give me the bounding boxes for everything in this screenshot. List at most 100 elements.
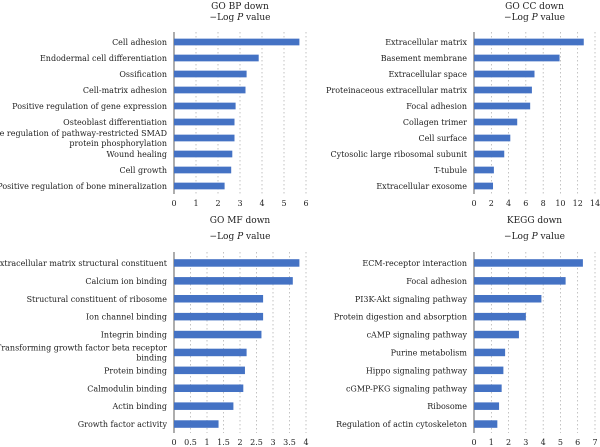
bar-4 — [474, 312, 526, 321]
category-label: Ossification — [119, 70, 167, 79]
category-label: Structural constituent of ribosome — [27, 295, 168, 304]
x-axis-title: −Log P value — [210, 232, 271, 242]
category-label-line: Ion channel binding — [86, 313, 167, 322]
category-label: cGMP-PKG signaling pathway — [346, 384, 468, 393]
category-label-line: Structural constituent of ribosome — [27, 295, 168, 304]
bar-7 — [474, 134, 511, 142]
x-tick-label: 3 — [237, 199, 242, 208]
category-label-line: Calcium ion binding — [85, 277, 167, 286]
bar-9 — [474, 166, 494, 174]
bar-7 — [474, 366, 504, 375]
category-label: Extracellular exosome — [376, 182, 467, 191]
x-tick-label: 0 — [471, 438, 476, 447]
category-label: Growth factor activity — [78, 420, 168, 429]
category-label: cAMP signaling pathway — [367, 331, 468, 340]
x-tick-label: 8 — [541, 199, 546, 208]
bar-6 — [174, 118, 235, 126]
x-tick-label: 2 — [237, 438, 242, 447]
bar-5 — [474, 102, 531, 110]
x-axis-title-part: value — [243, 13, 270, 23]
category-label-line: Positive regulation of bone mineralizati… — [0, 182, 167, 191]
category-label-line: Positive regulation of pathway-restricte… — [0, 129, 167, 138]
x-axis-title: −Log P value — [504, 13, 565, 23]
category-label-line: Extracellular space — [388, 70, 467, 79]
x-tick-label: 2 — [506, 438, 511, 447]
x-tick-label: 12 — [573, 199, 583, 208]
category-label: Osteoblast differentiation — [63, 118, 167, 127]
x-tick-label: 4 — [259, 199, 264, 208]
x-tick-label: 5 — [558, 438, 563, 447]
x-tick-label: 3 — [270, 438, 275, 447]
category-label: Regulation of actin cytoskeleton — [336, 420, 467, 429]
bar-4 — [474, 86, 532, 94]
category-label: Calcium ion binding — [85, 277, 167, 286]
bar-8 — [174, 384, 244, 393]
category-label-line: cAMP signaling pathway — [367, 331, 468, 340]
category-label: PI3K-Akt signaling pathway — [355, 295, 468, 304]
bar-10 — [174, 420, 219, 428]
x-tick-label: 1 — [489, 438, 494, 447]
category-label-line: Ossification — [119, 70, 167, 79]
category-label: Proteinaceous extracellular matrix — [326, 86, 467, 95]
category-label: Transforming growth factor beta receptor… — [0, 343, 167, 362]
chart-title: GO MF down — [210, 216, 271, 226]
chart-title: GO CC down — [505, 2, 564, 12]
category-label: Protein digestion and absorption — [334, 313, 467, 322]
category-label-line: protein phosphorylation — [69, 139, 167, 148]
category-label-line: Ribosome — [427, 402, 467, 411]
x-tick-label: 2 — [215, 199, 220, 208]
x-tick-label: 14 — [590, 199, 600, 208]
category-label-line: Wound healing — [106, 150, 167, 159]
x-axis-title-part: −Log — [504, 232, 532, 242]
x-tick-label: 10 — [555, 199, 565, 208]
category-label-line: Extracellular matrix — [385, 38, 467, 47]
category-label: Protein binding — [104, 366, 167, 375]
x-axis-title-part: value — [538, 232, 565, 242]
category-label: Actin binding — [111, 402, 167, 411]
category-label: Calmodulin binding — [87, 384, 167, 393]
bar-4 — [174, 86, 246, 94]
bar-8 — [474, 384, 502, 393]
category-label-line: Cell adhesion — [112, 38, 167, 47]
bar-1 — [474, 259, 583, 267]
category-label-line: Basement membrane — [381, 54, 467, 63]
x-tick-label: 7 — [592, 438, 597, 447]
bar-1 — [174, 38, 300, 46]
bar-6 — [474, 348, 506, 357]
category-label: Cell surface — [418, 134, 467, 143]
category-label: Cell adhesion — [112, 38, 167, 47]
chart-title: GO BP down — [211, 2, 269, 12]
bar-1 — [174, 259, 300, 267]
category-label: Extracellular matrix structural constitu… — [0, 259, 168, 268]
category-label: ECM-receptor interaction — [362, 259, 467, 268]
chart-panel-4: KEGG down −Log P value 0 1 2 3 4 5 6 7 ECM-recepto… — [334, 216, 598, 447]
category-label: Integrin binding — [101, 331, 167, 340]
x-tick-label: 0 — [171, 438, 176, 447]
bar-5 — [474, 330, 519, 339]
x-axis-title-part: P — [531, 232, 539, 242]
x-axis-title-part: value — [243, 232, 270, 242]
category-label: Cell-matrix adhesion — [83, 86, 167, 95]
x-axis-title: −Log P value — [504, 232, 565, 242]
category-label: Purine metabolism — [391, 348, 468, 357]
category-label-line: Regulation of actin cytoskeleton — [336, 420, 467, 429]
category-label-line: Cell-matrix adhesion — [83, 86, 167, 95]
category-label-line: Protein binding — [104, 366, 167, 375]
category-label: Cytosolic large ribosomal subunit — [331, 150, 468, 159]
category-label: Extracellular matrix — [385, 38, 467, 47]
bar-3 — [174, 294, 264, 303]
x-axis-title-part: P — [236, 13, 244, 23]
category-label-line: Focal adhesion — [406, 277, 467, 286]
category-label: Positive regulation of pathway-restricte… — [0, 129, 167, 148]
x-axis-title: −Log P value — [210, 13, 271, 23]
x-tick-label: 3 — [523, 438, 528, 447]
category-label: Focal adhesion — [406, 102, 467, 111]
x-tick-label: 2.5 — [250, 438, 263, 447]
category-label-line: Growth factor activity — [78, 420, 168, 429]
bar-9 — [174, 166, 232, 174]
x-axis-title-part: value — [538, 13, 565, 23]
bar-10 — [474, 420, 498, 428]
category-label-line: Transforming growth factor beta receptor — [0, 343, 167, 352]
bar-1 — [474, 38, 584, 46]
